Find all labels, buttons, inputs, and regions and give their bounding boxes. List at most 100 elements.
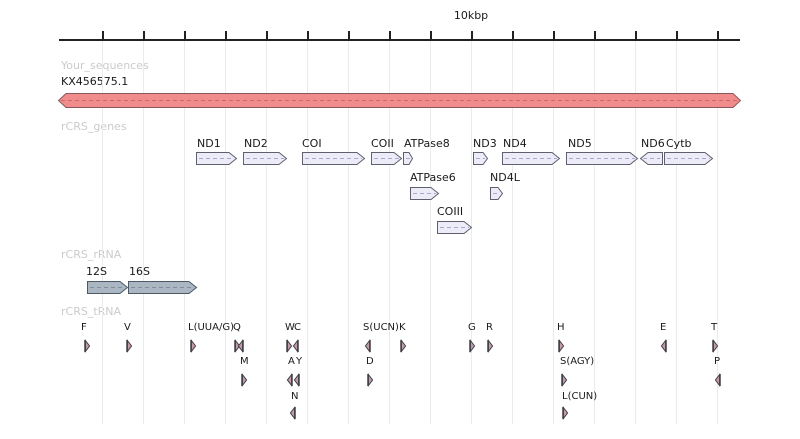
gene-arrow-nd6[interactable]	[639, 152, 663, 165]
gene-label-nd3: ND3	[473, 137, 497, 150]
gene-arrow-atpase6-shape	[410, 187, 440, 200]
sequence-name: KX456575.1	[61, 75, 129, 88]
ruler-tick	[266, 31, 268, 39]
gene-label-nd6: ND6	[641, 137, 665, 150]
gene-arrow-coiii[interactable]	[437, 221, 473, 234]
gene-arrow-nd1[interactable]	[196, 152, 238, 165]
trna-marker-r[interactable]	[487, 339, 494, 353]
rrna-arrow-16s[interactable]	[128, 281, 198, 294]
trna-label-n: N	[291, 391, 299, 402]
trna-label-p: P	[714, 356, 721, 367]
trna-label-lcun: L(CUN)	[562, 391, 598, 402]
ruler-tick	[225, 31, 227, 39]
trna-marker-a-triangle	[286, 373, 293, 387]
trna-marker-p[interactable]	[714, 373, 721, 387]
rrna-label-12s: 12S	[86, 265, 107, 278]
track-label-rcrs-rrna: rCRS_rRNA	[61, 248, 122, 261]
ruler-tick	[102, 31, 104, 39]
ruler-tick	[143, 31, 145, 39]
trna-marker-e[interactable]	[660, 339, 667, 353]
trna-label-f: F	[81, 322, 87, 333]
trna-label-e: E	[660, 322, 667, 333]
trna-marker-c[interactable]	[292, 339, 299, 353]
trna-marker-m-triangle	[241, 373, 248, 387]
gridline	[676, 41, 677, 424]
trna-marker-q[interactable]	[237, 339, 244, 353]
gridline	[225, 41, 226, 424]
trna-label-h: H	[557, 322, 565, 333]
trna-label-y: Y	[296, 356, 303, 367]
ruler-tick	[553, 31, 555, 39]
trna-marker-sucn[interactable]	[364, 339, 371, 353]
trna-marker-luuag[interactable]	[190, 339, 197, 353]
gene-arrow-nd4[interactable]	[502, 152, 561, 165]
trna-label-q: Q	[233, 322, 241, 333]
trna-label-m: M	[240, 356, 249, 367]
ruler-tick	[389, 31, 391, 39]
trna-label-v: V	[124, 322, 131, 333]
trna-marker-n[interactable]	[289, 406, 296, 420]
gene-arrow-cytb[interactable]	[664, 152, 714, 165]
trna-marker-d[interactable]	[367, 373, 374, 387]
ruler-tick	[430, 31, 432, 39]
trna-label-w: W	[285, 322, 295, 333]
gridline	[184, 41, 185, 424]
ruler-tick	[471, 31, 473, 39]
trna-label-r: R	[486, 322, 493, 333]
ruler-tick	[594, 31, 596, 39]
gene-arrow-nd4l[interactable]	[490, 187, 504, 200]
trna-marker-m[interactable]	[241, 373, 248, 387]
trna-label-a: A	[288, 356, 295, 367]
trna-marker-h-triangle	[558, 339, 565, 353]
gene-arrow-nd3[interactable]	[473, 152, 489, 165]
trna-marker-sagy[interactable]	[561, 373, 568, 387]
trna-marker-f[interactable]	[84, 339, 91, 353]
ruler-tick	[184, 31, 186, 39]
gene-arrow-atpase8[interactable]	[403, 152, 414, 165]
gridline	[471, 41, 472, 424]
trna-marker-y-triangle	[293, 373, 300, 387]
trna-marker-sagy-triangle	[561, 373, 568, 387]
trna-marker-w-triangle	[286, 339, 293, 353]
gene-label-nd4l: ND4L	[490, 171, 520, 184]
trna-marker-q[interactable]	[234, 339, 241, 353]
sequence-arrow[interactable]	[57, 93, 742, 108]
trna-marker-t[interactable]	[712, 339, 719, 353]
gene-arrow-coii[interactable]	[371, 152, 403, 165]
gene-arrow-nd5[interactable]	[566, 152, 639, 165]
rrna-label-16s: 16S	[129, 265, 150, 278]
trna-marker-g[interactable]	[469, 339, 476, 353]
trna-marker-t-triangle	[712, 339, 719, 353]
trna-marker-q-triangle	[237, 339, 244, 353]
gene-arrow-atpase6[interactable]	[410, 187, 440, 200]
ruler-tick	[307, 31, 309, 39]
trna-marker-lcun[interactable]	[562, 406, 569, 420]
trna-marker-n-triangle	[289, 406, 296, 420]
gene-label-nd5: ND5	[568, 137, 592, 150]
rrna-arrow-12s[interactable]	[87, 281, 129, 294]
trna-marker-w[interactable]	[286, 339, 293, 353]
ruler-tick	[635, 31, 637, 39]
trna-label-luuag: L(UUA/G)	[188, 322, 234, 333]
gene-arrow-coi[interactable]	[302, 152, 366, 165]
trna-label-c: C	[294, 322, 301, 333]
gridline	[553, 41, 554, 424]
ruler-axis	[59, 39, 740, 41]
gridline	[635, 41, 636, 424]
gene-label-coi: COI	[302, 137, 322, 150]
trna-marker-e-triangle	[660, 339, 667, 353]
gene-label-cytb: Cytb	[666, 137, 692, 150]
gene-arrow-nd2[interactable]	[243, 152, 288, 165]
trna-marker-y[interactable]	[293, 373, 300, 387]
gridline	[430, 41, 431, 424]
gene-label-coii: COII	[371, 137, 394, 150]
trna-marker-k[interactable]	[400, 339, 407, 353]
trna-marker-h[interactable]	[558, 339, 565, 353]
ruler-tick	[676, 31, 678, 39]
trna-marker-a[interactable]	[286, 373, 293, 387]
trna-marker-v[interactable]	[126, 339, 133, 353]
trna-marker-luuag-triangle	[190, 339, 197, 353]
track-label-rcrs-genes: rCRS_genes	[61, 120, 127, 133]
ruler-scale-label: 10kbp	[453, 9, 489, 22]
